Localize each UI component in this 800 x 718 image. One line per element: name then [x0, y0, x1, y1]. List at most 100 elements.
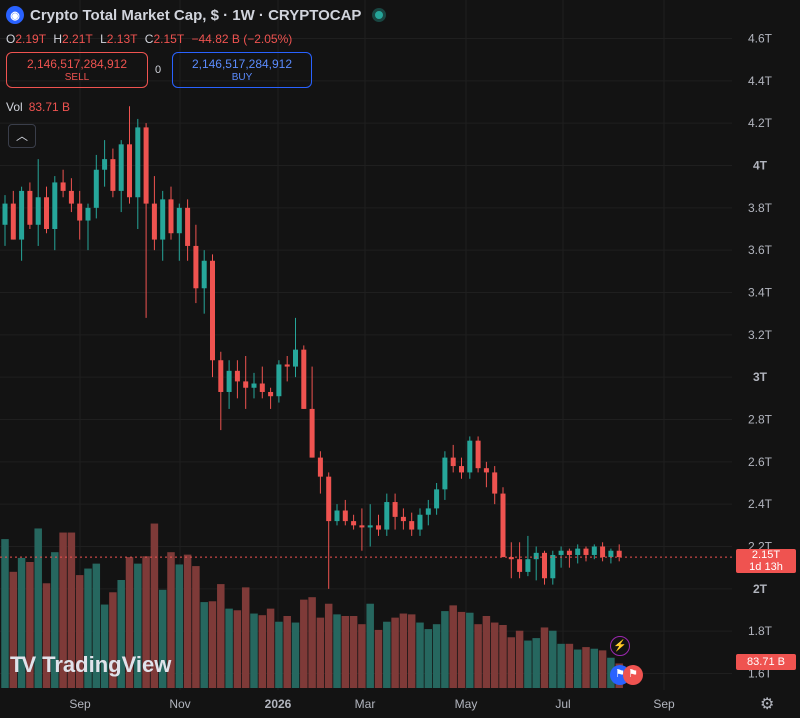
volume-bar: [374, 629, 383, 688]
candle-body: [508, 557, 514, 560]
volume-bar: [441, 611, 449, 688]
volume-bar: [466, 612, 474, 688]
volume-axis-label: 83.71 B: [736, 654, 796, 670]
candle-body: [2, 203, 8, 225]
candle-body: [351, 521, 357, 526]
candle-body: [68, 190, 74, 204]
candle-body: [226, 370, 232, 392]
volume-bar: [549, 630, 557, 688]
candle-body: [409, 521, 415, 530]
volume-bar: [241, 587, 250, 688]
crypto-logo-icon: ◉: [6, 6, 24, 24]
candle-body: [591, 546, 597, 555]
volume-bar: [540, 627, 549, 688]
ohlc-low-label: L: [100, 32, 107, 46]
volume-bar: [291, 622, 300, 688]
candle-body: [550, 554, 556, 579]
sell-price: 2,146,517,284,912: [26, 57, 128, 71]
chart-header: ◉ Crypto Total Market Cap, $ · 1W · CRYP…: [6, 6, 384, 24]
candle-body: [102, 159, 108, 170]
volume-bar: [200, 602, 208, 688]
chevron-up-icon: ︿: [15, 129, 28, 143]
volume-bar: [117, 580, 125, 688]
candle-body: [243, 381, 249, 388]
volume-bar: [233, 610, 242, 688]
x-tick-label: Sep: [69, 697, 91, 711]
y-tick-label: 3T: [753, 370, 768, 384]
candle-body: [276, 364, 282, 397]
candle-body: [44, 197, 49, 229]
candle-body: [359, 525, 365, 528]
y-tick-label: 3.4T: [748, 286, 773, 300]
sell-label: SELL: [64, 72, 90, 83]
candle-body: [60, 182, 66, 191]
candle-body: [500, 493, 506, 558]
candle-body: [517, 559, 523, 572]
candle-body: [583, 548, 589, 555]
candle-body: [417, 514, 423, 530]
candle-body: [135, 127, 141, 198]
spread-value: 0: [155, 64, 162, 76]
tradingview-wordmark: TradingView: [42, 652, 172, 677]
candle-body: [600, 546, 606, 558]
candle-body: [293, 349, 298, 367]
buy-button[interactable]: 2,146,517,284,912 BUY: [172, 52, 312, 88]
candle-body: [376, 525, 381, 530]
settings-gear-icon[interactable]: ⚙: [760, 696, 775, 713]
lightning-event-icon[interactable]: ⚡: [610, 636, 630, 656]
volume-bars: [1, 523, 623, 688]
candle-body: [542, 552, 547, 579]
ohlc-close-value: 2.15T: [153, 32, 185, 46]
volume-bar: [100, 604, 109, 688]
volume-bar: [300, 599, 308, 688]
candle-body: [35, 197, 41, 225]
collapse-legend-button[interactable]: ︿: [8, 124, 36, 148]
volume-bar: [109, 592, 117, 688]
buy-price: 2,146,517,284,912: [191, 57, 293, 71]
sell-button[interactable]: 2,146,517,284,912 SELL: [6, 52, 148, 88]
volume-bar: [349, 616, 358, 688]
us-flag-event-icon-2[interactable]: ⚑: [623, 665, 643, 685]
ohlc-open-label: O: [6, 32, 16, 46]
ohlc-high-value: 2.21T: [62, 32, 93, 46]
candle-body: [143, 127, 149, 204]
volume-legend: Vol 83.71 B: [6, 100, 70, 114]
volume-bar: [266, 608, 275, 688]
volume-bar: [582, 647, 590, 688]
y-axis: 1.6T1.8T2T2.2T2.4T2.6T2.8T3T3.2T3.4T3.6T…: [748, 32, 773, 681]
y-tick-label: 2.8T: [748, 413, 773, 427]
volume-label: Vol: [6, 100, 23, 114]
volume-bar: [590, 648, 599, 688]
volume-bar: [258, 615, 267, 688]
candle-body: [492, 472, 498, 494]
y-tick-label: 4.4T: [748, 74, 773, 88]
volume-bar: [67, 532, 76, 688]
candle-body: [392, 502, 398, 517]
volume-bar: [1, 539, 9, 688]
x-tick-label: Sep: [653, 697, 675, 711]
ohlc-high-label: H: [53, 32, 63, 46]
volume-bar: [175, 564, 184, 688]
candle-body: [110, 159, 116, 191]
volume-bar: [457, 611, 466, 688]
candle-body: [201, 260, 207, 289]
candle-body: [160, 199, 166, 240]
tradingview-logo[interactable]: TV TradingView: [10, 652, 171, 678]
y-tick-label: 2T: [753, 582, 768, 596]
volume-bar: [333, 614, 341, 688]
candle-body: [450, 457, 456, 467]
ohlc-legend: O2.19T H2.21T L2.13T C2.15T −44.82 B (−2…: [6, 32, 296, 46]
candle-body: [193, 245, 199, 289]
candle-body: [185, 207, 191, 246]
y-tick-label: 4T: [753, 159, 768, 173]
candle-body: [483, 468, 489, 473]
candle-body: [533, 552, 539, 560]
candle-body: [251, 383, 257, 388]
candle-body: [85, 207, 91, 221]
volume-value: 83.71 B: [28, 100, 71, 114]
volume-bar: [532, 638, 540, 688]
x-tick-label: 2026: [265, 697, 292, 711]
volume-bar: [308, 597, 316, 688]
volume-axis-value: 83.71 B: [747, 656, 785, 668]
